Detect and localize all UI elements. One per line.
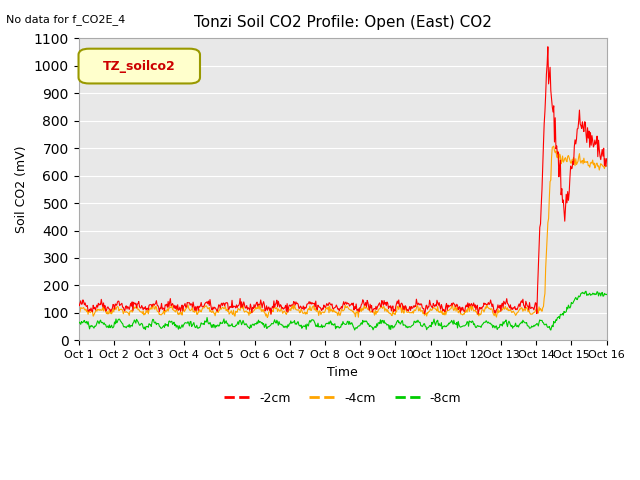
- Text: TZ_soilco2: TZ_soilco2: [103, 60, 175, 73]
- Y-axis label: Soil CO2 (mV): Soil CO2 (mV): [15, 145, 28, 233]
- Title: Tonzi Soil CO2 Profile: Open (East) CO2: Tonzi Soil CO2 Profile: Open (East) CO2: [194, 15, 492, 30]
- X-axis label: Time: Time: [327, 366, 358, 379]
- Text: No data for f_CO2E_4: No data for f_CO2E_4: [6, 14, 125, 25]
- Legend: -2cm, -4cm, -8cm: -2cm, -4cm, -8cm: [219, 387, 466, 410]
- FancyBboxPatch shape: [79, 48, 200, 84]
